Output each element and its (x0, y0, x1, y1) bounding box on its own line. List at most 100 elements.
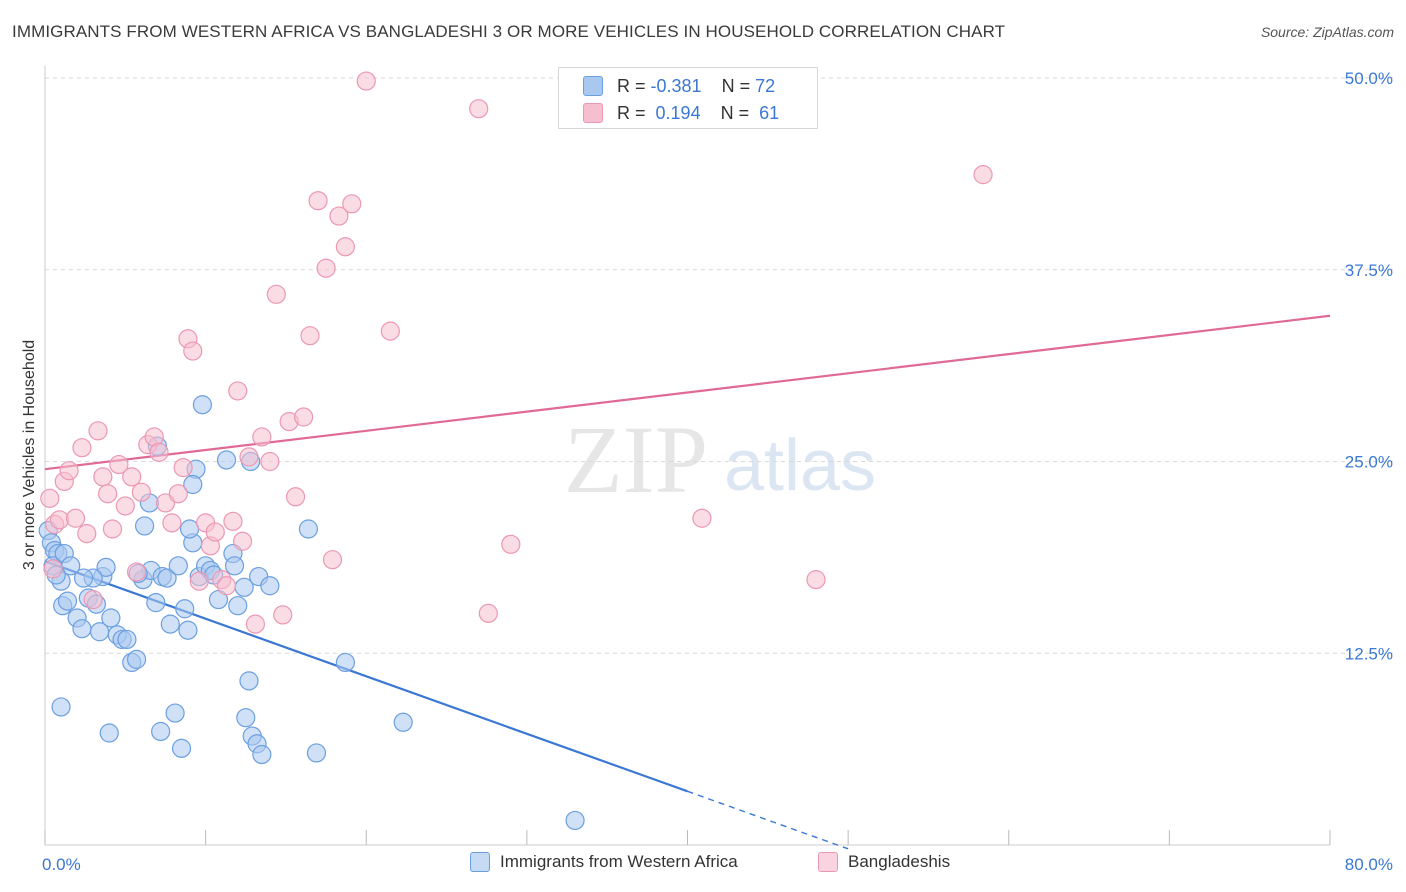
point-bangladeshis (322, 550, 343, 570)
point-western-africa (260, 576, 280, 596)
point-western-africa (565, 810, 585, 831)
x-tick-label: 80.0% (1345, 855, 1393, 874)
legend-item-bangladeshis[interactable]: Bangladeshis (818, 852, 950, 872)
point-bangladeshis (266, 284, 286, 304)
point-bangladeshis (316, 258, 336, 278)
point-western-africa (178, 620, 198, 640)
point-bangladeshis (65, 508, 86, 528)
point-western-africa (239, 671, 259, 691)
point-western-africa (183, 474, 203, 495)
point-bangladeshis (126, 562, 147, 582)
trend-line-western-africa (44, 560, 688, 793)
point-bangladeshis (501, 534, 521, 554)
point-western-africa (151, 721, 171, 742)
point-bangladeshis (168, 484, 188, 504)
watermark: ZIP atlas (564, 406, 876, 513)
point-bangladeshis (342, 194, 362, 214)
legend-stats: R = -0.381 N = 72 (617, 75, 776, 96)
point-bangladeshis (285, 487, 306, 507)
point-bangladeshis (300, 326, 320, 346)
point-bangladeshis (72, 438, 92, 458)
point-western-africa (101, 608, 121, 628)
point-western-africa (228, 596, 248, 616)
point-western-africa (168, 556, 188, 576)
legend-label: Immigrants from Western Africa (500, 852, 738, 871)
y-tick-label: 25.0% (1345, 453, 1393, 472)
point-bangladeshis (245, 614, 266, 634)
point-bangladeshis (232, 531, 253, 551)
point-bangladeshis (122, 467, 142, 487)
point-western-africa (192, 395, 213, 415)
trend-line-extension (687, 790, 849, 850)
point-bangladeshis (252, 427, 272, 447)
point-bangladeshis (335, 237, 355, 257)
watermark-atlas: atlas (724, 426, 876, 506)
point-bangladeshis (380, 321, 400, 341)
y-tick-label: 37.5% (1345, 261, 1393, 280)
data-points (38, 71, 993, 831)
point-bangladeshis (273, 605, 293, 625)
point-bangladeshis (469, 99, 489, 119)
point-bangladeshis (173, 458, 193, 478)
y-axis-label: 3 or more Vehicles in Household (21, 339, 38, 571)
point-western-africa (179, 519, 200, 539)
legend-item-western-africa[interactable]: Immigrants from Western Africa (470, 852, 738, 872)
point-bangladeshis (77, 523, 97, 544)
point-bangladeshis (115, 496, 135, 516)
legend-swatch-pink (818, 852, 838, 872)
point-bangladeshis (93, 467, 113, 487)
point-western-africa (51, 697, 71, 717)
point-western-africa (165, 703, 185, 723)
axes (44, 66, 1331, 846)
point-western-africa (216, 450, 237, 470)
point-bangladeshis (43, 559, 63, 579)
point-bangladeshis (692, 508, 712, 528)
point-western-africa (126, 649, 147, 669)
point-western-africa (157, 568, 177, 588)
legend-swatch-pink (583, 103, 603, 123)
y-tick-label: 12.5% (1345, 644, 1393, 663)
point-bangladeshis (59, 461, 79, 481)
point-western-africa (224, 556, 245, 576)
point-bangladeshis (149, 442, 169, 462)
point-western-africa (134, 516, 155, 536)
point-bangladeshis (205, 522, 225, 542)
legend-stats: R = 0.194 N = 61 (617, 102, 780, 123)
point-bangladeshis (973, 165, 993, 185)
point-western-africa (160, 614, 180, 634)
point-western-africa (298, 519, 319, 539)
point-bangladeshis (478, 603, 498, 623)
point-bangladeshis (102, 519, 123, 539)
point-western-africa (335, 652, 355, 673)
point-western-africa (99, 723, 119, 743)
point-western-africa (252, 744, 272, 765)
point-bangladeshis (189, 571, 209, 591)
point-bangladeshis (228, 381, 248, 401)
source-label: Source: ZipAtlas.com (1260, 24, 1394, 40)
point-western-africa (393, 712, 413, 732)
point-western-africa (57, 591, 78, 611)
point-western-africa (146, 593, 166, 613)
point-bangladeshis (183, 341, 203, 361)
point-bangladeshis (356, 71, 376, 91)
point-bangladeshis (260, 451, 280, 472)
point-bangladeshis (294, 407, 314, 427)
point-bangladeshis (239, 447, 259, 467)
tick-labels: 12.5% 25.0% 37.5% 50.0% 0.0% 80.0% (42, 69, 1393, 874)
point-bangladeshis (223, 511, 243, 531)
point-bangladeshis (162, 513, 182, 533)
point-bangladeshis (329, 206, 349, 226)
point-bangladeshis (88, 421, 108, 441)
correlation-legend: R = -0.381 N = 72 R = 0.194 N = 61 (558, 67, 818, 129)
point-western-africa (306, 743, 327, 763)
point-western-africa (171, 738, 192, 758)
point-bangladeshis (49, 510, 70, 530)
point-bangladeshis (216, 576, 237, 596)
point-western-africa (73, 568, 94, 588)
legend-swatch-blue (583, 76, 603, 96)
point-bangladeshis (131, 482, 151, 502)
x-tick-label: 0.0% (42, 855, 81, 874)
point-bangladeshis (308, 191, 328, 211)
point-western-africa (236, 708, 256, 728)
point-bangladeshis (40, 488, 60, 508)
